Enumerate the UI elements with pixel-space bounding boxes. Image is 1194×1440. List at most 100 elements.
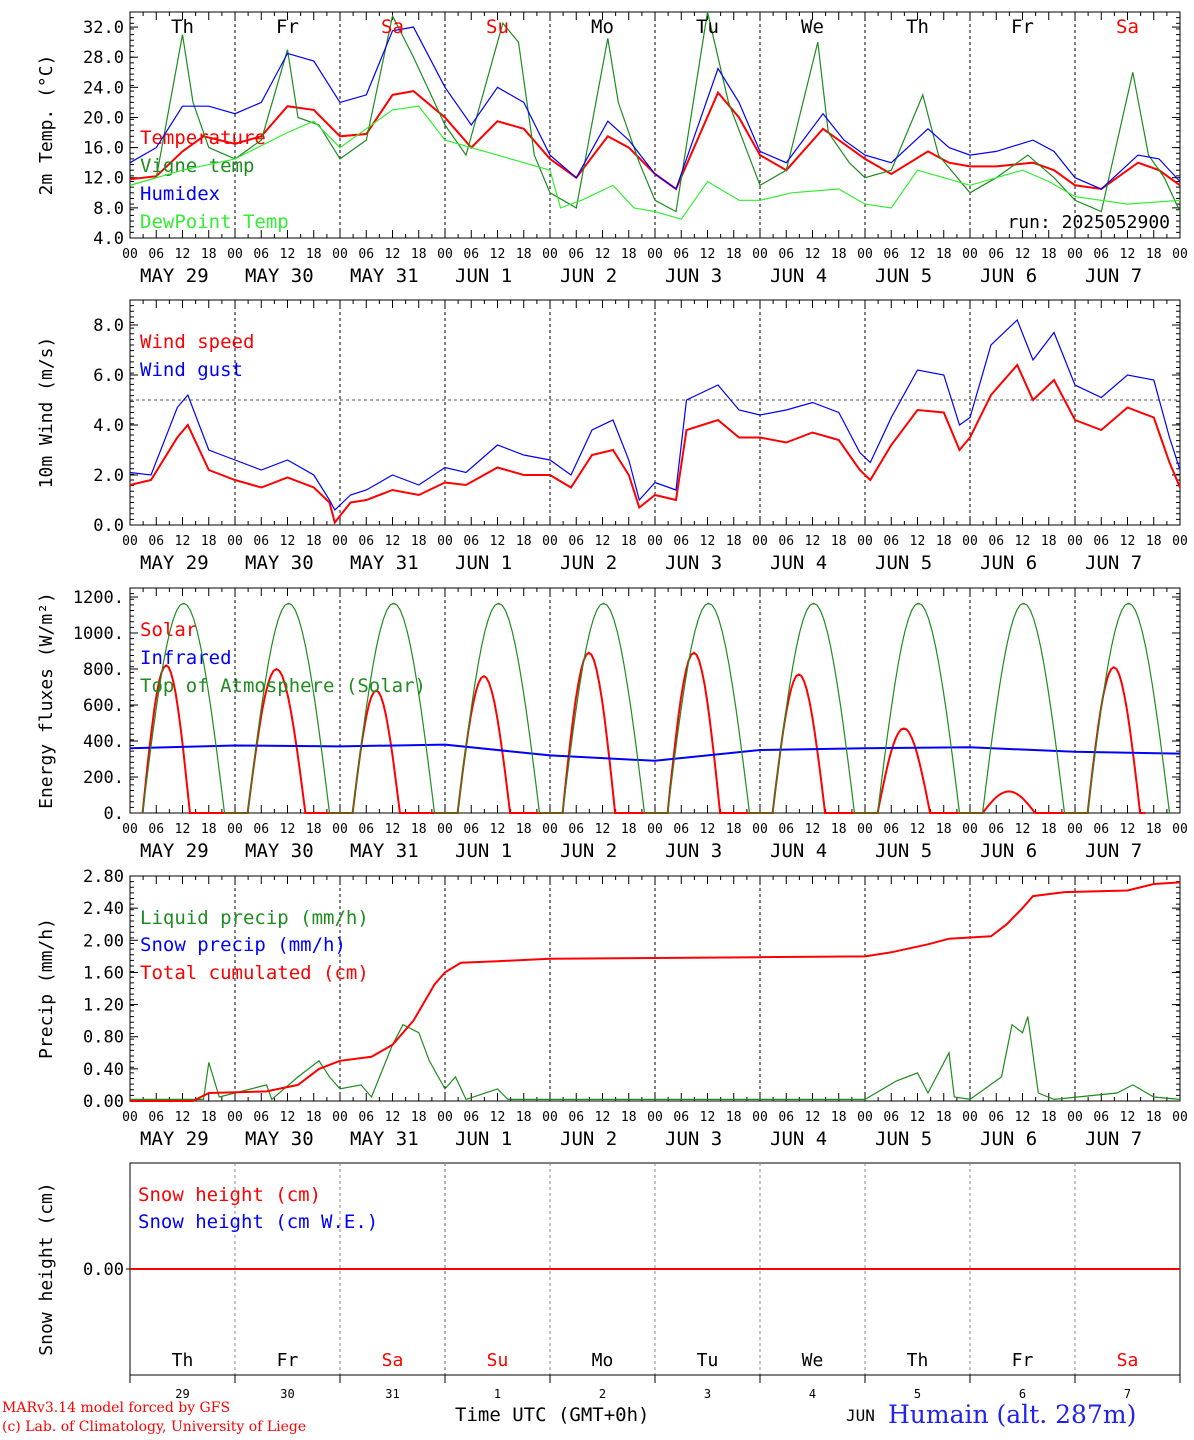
y-tick-label: 4.0	[93, 416, 124, 436]
hour-tick-label: 18	[936, 534, 952, 549]
hour-tick-label: 00	[542, 534, 558, 549]
date-label: JUN 7	[1085, 552, 1142, 574]
weekday-label-top: Fr	[276, 16, 299, 38]
y-axis-label: Energy fluxes (W/m²)	[36, 592, 57, 809]
hour-tick-label: 18	[516, 1110, 532, 1125]
hour-tick-label: 12	[1120, 534, 1136, 549]
weekday-label-bottom: Sa	[1117, 1350, 1139, 1371]
hour-tick-label: 12	[490, 822, 506, 837]
hour-tick-label: 06	[778, 822, 794, 837]
hour-tick-label: 12	[1015, 1110, 1031, 1125]
hour-tick-label: 00	[962, 822, 978, 837]
hour-tick-label: 12	[1120, 1110, 1136, 1125]
y-tick-label: 0.80	[83, 1028, 124, 1048]
weekday-label-bottom: Fr	[1012, 1350, 1034, 1371]
hour-tick-label: 00	[227, 247, 243, 262]
date-label: JUN 4	[770, 1128, 827, 1150]
hour-tick-label: 06	[883, 1110, 899, 1125]
legend-entry: Snow height (cm W.E.)	[138, 1211, 378, 1233]
hour-tick-label: 12	[910, 822, 926, 837]
y-tick-label: 4.0	[93, 229, 124, 249]
hour-tick-label: 12	[1015, 534, 1031, 549]
hour-tick-label: 00	[542, 247, 558, 262]
weekday-label-bottom: Su	[487, 1350, 509, 1371]
y-tick-label: 0.	[104, 804, 124, 824]
hour-tick-label: 00	[332, 1110, 348, 1125]
hour-tick-label: 06	[1093, 247, 1109, 262]
date-label: JUN 1	[455, 840, 512, 862]
y-axis-label: Precip (mm/h)	[36, 918, 57, 1059]
hour-tick-label: 18	[726, 822, 742, 837]
y-tick-label: 0.40	[83, 1060, 124, 1080]
hour-tick-label: 00	[122, 534, 138, 549]
hour-tick-label: 06	[568, 1110, 584, 1125]
hour-tick-label: 12	[280, 247, 296, 262]
hour-tick-label: 00	[227, 1110, 243, 1125]
hour-tick-label: 06	[778, 534, 794, 549]
y-tick-label: 400.	[83, 732, 124, 752]
run-label: run: 2025052900	[1007, 212, 1170, 233]
hour-tick-label: 18	[1146, 534, 1162, 549]
hour-tick-label: 18	[411, 1110, 427, 1125]
hour-tick-label: 00	[962, 534, 978, 549]
legend-entry: Liquid precip (mm/h)	[140, 907, 369, 929]
hour-tick-label: 12	[595, 822, 611, 837]
hour-tick-label: 00	[1067, 1110, 1083, 1125]
legend-entry: Temperature	[140, 127, 266, 149]
hour-tick-label: 00	[437, 247, 453, 262]
hour-tick-label: 18	[201, 247, 217, 262]
date-label: JUN 2	[560, 265, 617, 287]
hour-tick-label: 18	[726, 534, 742, 549]
series-line-top-of-atmosphere-solar-	[142, 602, 1171, 814]
hour-tick-label: 06	[988, 247, 1004, 262]
hour-tick-label: 06	[988, 534, 1004, 549]
day-number-label: 5	[914, 1387, 921, 1401]
hour-tick-label: 00	[857, 534, 873, 549]
series-line-vigne-temp	[129, 11, 1181, 213]
hour-tick-label: 12	[805, 534, 821, 549]
hour-tick-label: 12	[700, 822, 716, 837]
weekday-label-top: Mo	[591, 16, 614, 38]
hour-tick-label: 12	[700, 247, 716, 262]
y-tick-label: 12.0	[83, 169, 124, 189]
hour-tick-label: 06	[883, 534, 899, 549]
hour-tick-label: 00	[1067, 247, 1083, 262]
hour-tick-label: 06	[988, 822, 1004, 837]
hour-tick-label: 00	[1172, 534, 1188, 549]
hour-tick-label: 06	[778, 1110, 794, 1125]
y-tick-label: 200.	[83, 768, 124, 788]
bottom-month-label: JUN	[846, 1406, 875, 1425]
hour-tick-label: 06	[148, 1110, 164, 1125]
date-label: JUN 7	[1085, 1128, 1142, 1150]
y-tick-label: 0.00	[83, 1092, 124, 1112]
hour-tick-label: 00	[962, 247, 978, 262]
hour-tick-label: 18	[516, 534, 532, 549]
hour-tick-label: 00	[962, 1110, 978, 1125]
y-tick-label: 1.60	[83, 963, 124, 983]
hour-tick-label: 18	[201, 1110, 217, 1125]
date-label: MAY 31	[350, 552, 419, 574]
series-line-total-cumulated-cm-	[130, 881, 1181, 1102]
hour-tick-label: 12	[385, 247, 401, 262]
legend-entry: Infrared	[140, 647, 232, 669]
day-number-label: 31	[385, 1387, 399, 1401]
hour-tick-label: 00	[437, 534, 453, 549]
series-line-infrared	[129, 743, 1181, 762]
y-tick-label: 0.0	[93, 516, 124, 536]
hour-tick-label: 00	[647, 247, 663, 262]
weekday-label-top: Sa	[1116, 16, 1139, 38]
hour-tick-label: 18	[936, 1110, 952, 1125]
date-label: JUN 7	[1085, 840, 1142, 862]
hour-tick-label: 00	[647, 534, 663, 549]
hour-tick-label: 12	[1120, 247, 1136, 262]
date-label: JUN 4	[770, 265, 827, 287]
hour-tick-label: 18	[621, 534, 637, 549]
panel-frame	[129, 587, 1181, 814]
hour-tick-label: 18	[1146, 1110, 1162, 1125]
hour-tick-label: 18	[621, 822, 637, 837]
hour-tick-label: 12	[385, 1110, 401, 1125]
hour-tick-label: 00	[437, 1110, 453, 1125]
weekday-label-bottom: Sa	[382, 1350, 404, 1371]
date-label: JUN 4	[770, 552, 827, 574]
